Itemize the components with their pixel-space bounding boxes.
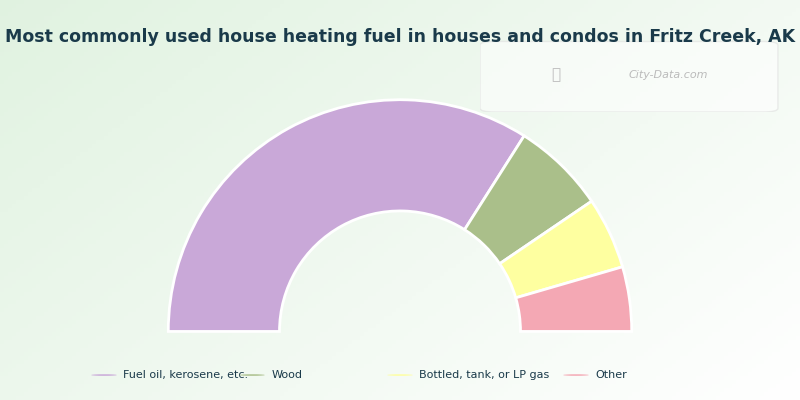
Text: City-Data.com: City-Data.com [629,70,708,80]
Text: Other: Other [595,370,627,380]
Circle shape [563,374,589,376]
Text: ⌖: ⌖ [551,67,561,82]
Circle shape [239,374,265,376]
Text: Most commonly used house heating fuel in houses and condos in Fritz Creek, AK: Most commonly used house heating fuel in… [5,28,795,46]
Text: Wood: Wood [271,370,302,380]
Circle shape [387,374,413,376]
Wedge shape [168,100,524,332]
Wedge shape [516,267,632,332]
FancyBboxPatch shape [480,42,778,112]
Text: Fuel oil, kerosene, etc.: Fuel oil, kerosene, etc. [123,370,248,380]
Circle shape [91,374,117,376]
Wedge shape [500,201,622,298]
Text: Bottled, tank, or LP gas: Bottled, tank, or LP gas [419,370,550,380]
Wedge shape [465,136,592,264]
